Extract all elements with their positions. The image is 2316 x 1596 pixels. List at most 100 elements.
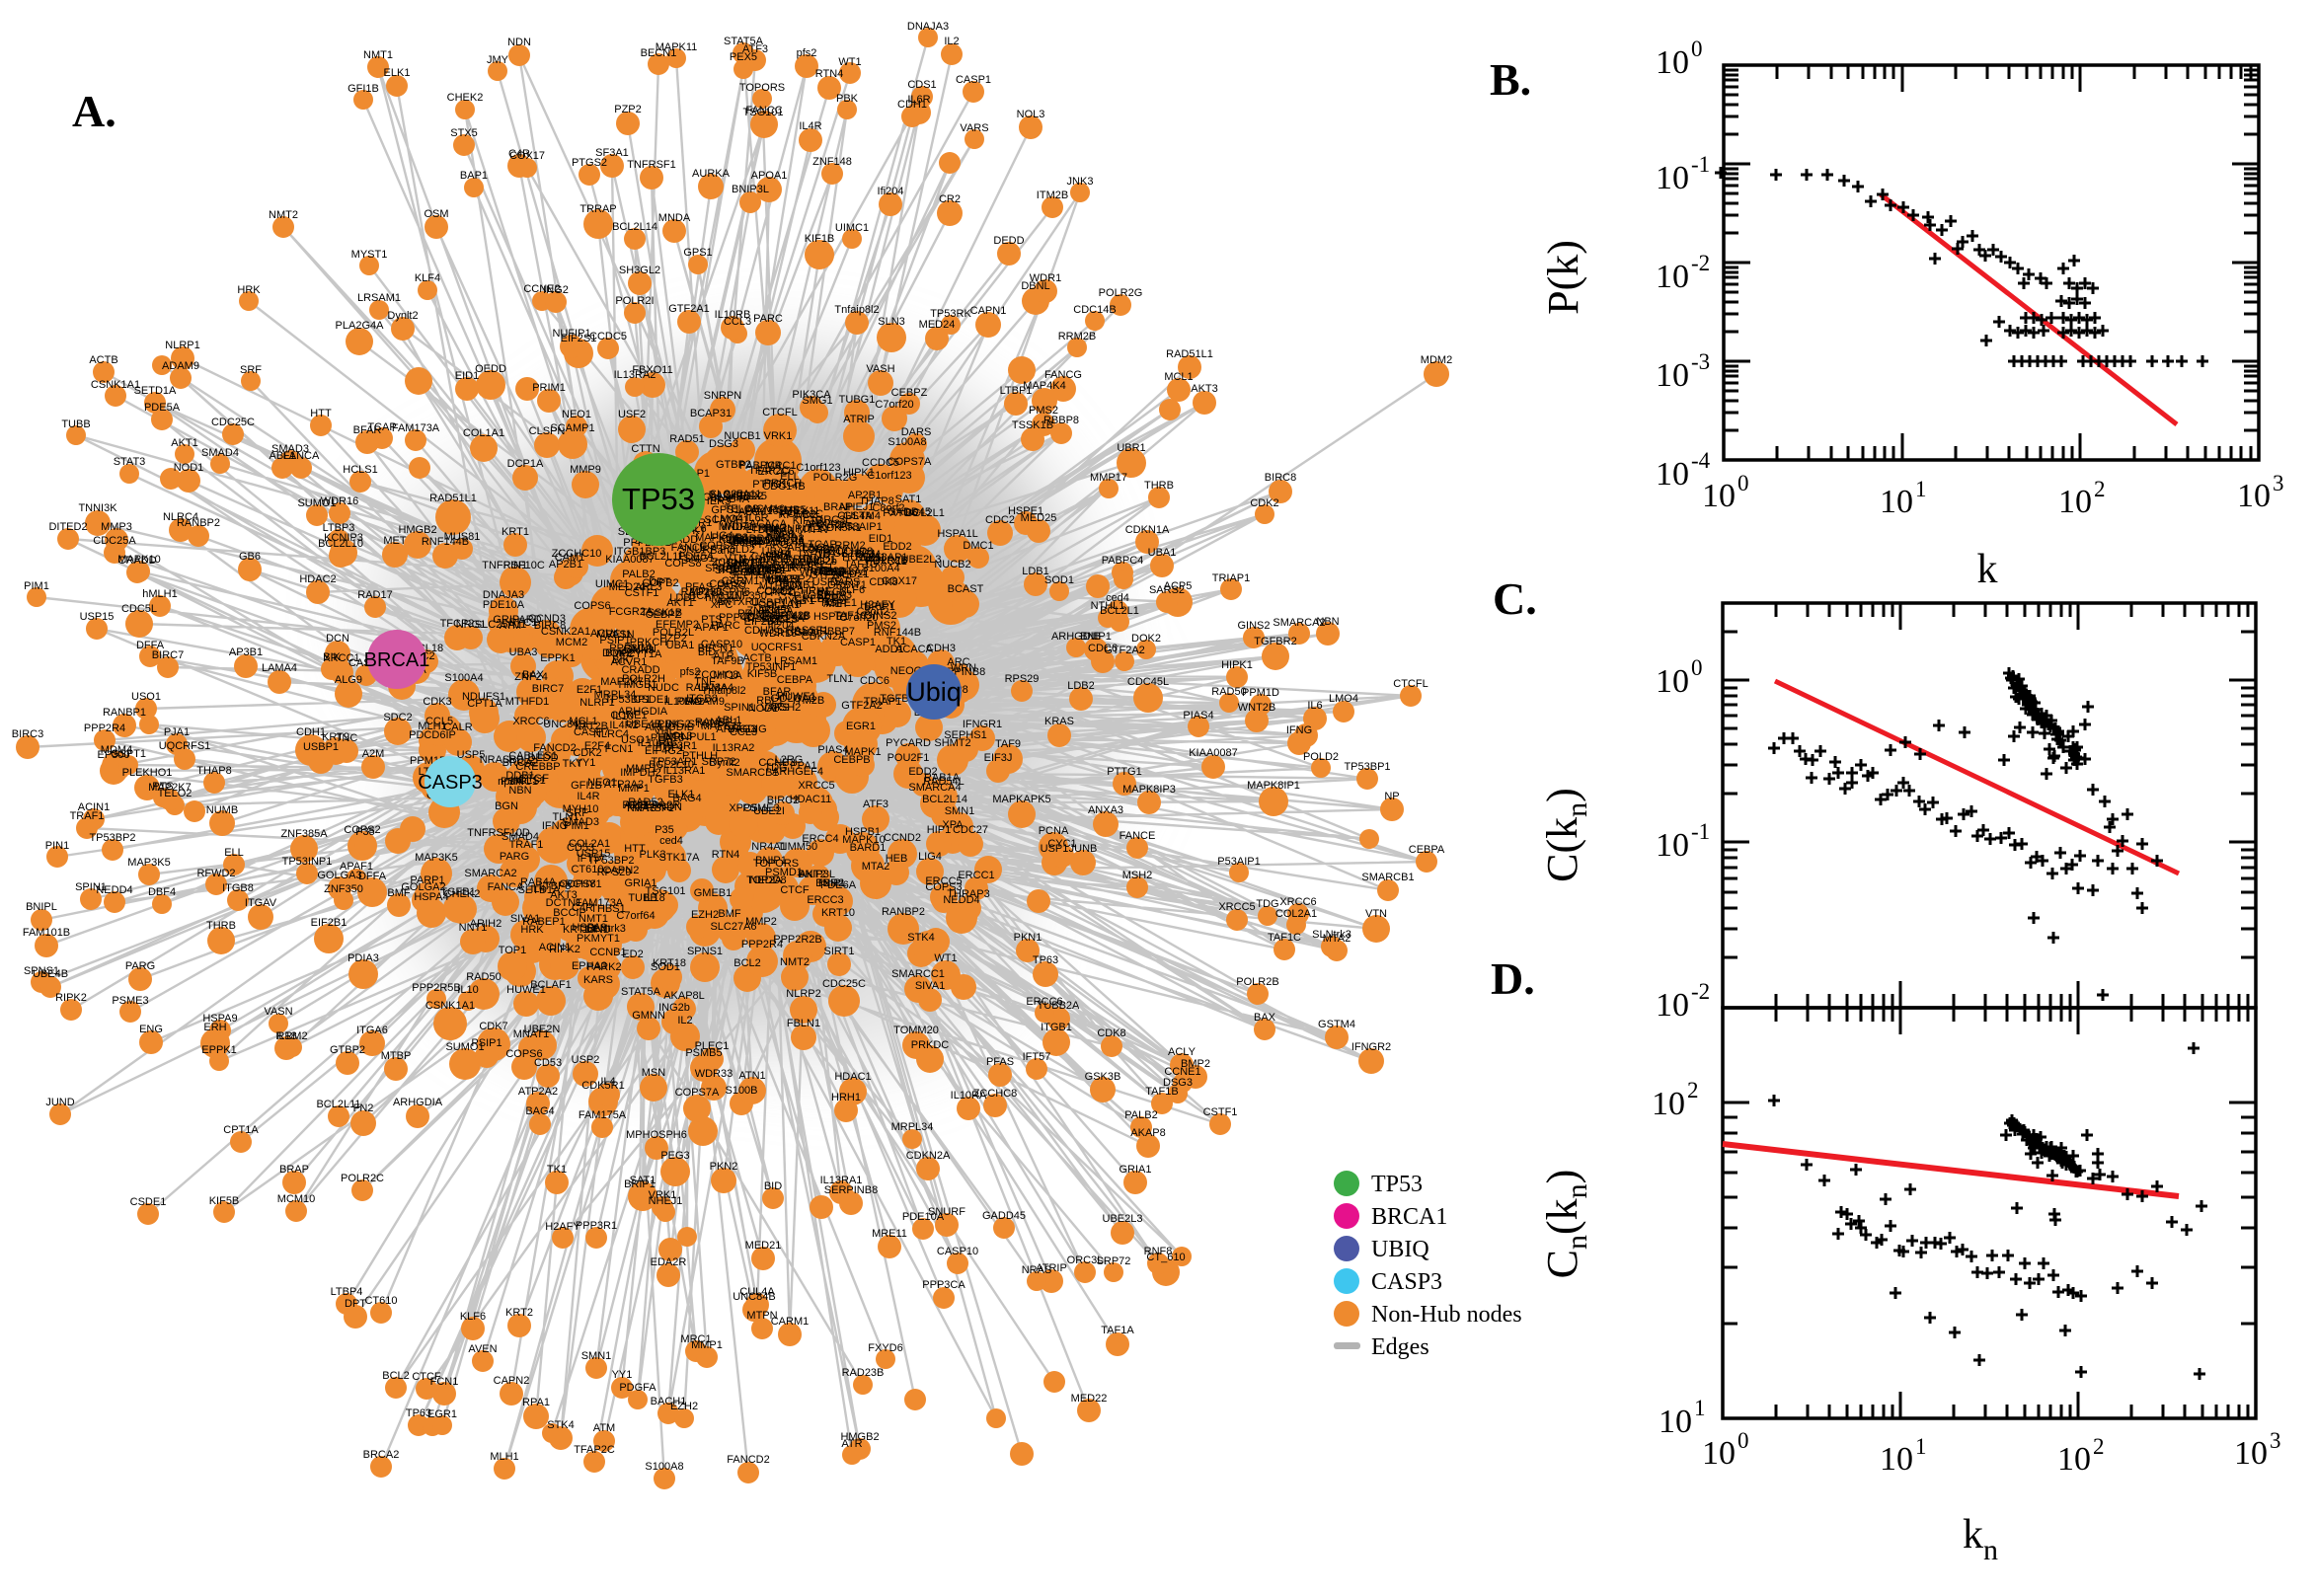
svg-text:DITED2: DITED2 (48, 521, 87, 533)
svg-text:CCND2: CCND2 (884, 832, 921, 844)
svg-text:DMC1: DMC1 (963, 540, 993, 552)
svg-text:MTHFD1: MTHFD1 (505, 696, 550, 708)
svg-text:PTTG1: PTTG1 (752, 479, 787, 491)
svg-text:TKT: TKT (563, 758, 583, 770)
svg-text:3: 3 (2270, 1428, 2281, 1453)
svg-text:UNC84B: UNC84B (733, 1291, 775, 1303)
svg-text:CDK8: CDK8 (869, 576, 897, 588)
svg-text:BRIP1: BRIP1 (624, 1178, 656, 1190)
svg-text:TP53AP1: TP53AP1 (861, 552, 907, 564)
svg-text:KIF1B: KIF1B (805, 233, 835, 245)
svg-text:ARC: ARC (947, 656, 969, 668)
svg-text:BRCA1: BRCA1 (1371, 1204, 1447, 1230)
svg-text:TP53RK: TP53RK (745, 613, 787, 625)
svg-text:CT610: CT610 (571, 864, 603, 875)
svg-text:C8orf2: C8orf2 (872, 502, 904, 514)
svg-text:HCLS1: HCLS1 (343, 464, 377, 476)
svg-text:MMP17: MMP17 (1090, 472, 1127, 484)
svg-text:NMT1: NMT1 (363, 49, 393, 61)
svg-text:JUND: JUND (45, 1097, 74, 1108)
svg-text:USBP1: USBP1 (303, 741, 339, 753)
svg-text:PPP2R4: PPP2R4 (741, 939, 783, 950)
svg-text:UQCRFS1: UQCRFS1 (159, 740, 211, 752)
svg-text:PABPC4: PABPC4 (739, 460, 782, 472)
svg-text:10: 10 (1656, 987, 1689, 1024)
svg-text:-1: -1 (1691, 819, 1710, 844)
svg-text:CDC25C: CDC25C (211, 417, 255, 428)
svg-text:LAMA4: LAMA4 (698, 682, 733, 694)
svg-text:BCL2L10: BCL2L10 (649, 759, 694, 771)
svg-text:SDC2: SDC2 (383, 712, 412, 723)
svg-text:TOMM20: TOMM20 (893, 1025, 939, 1036)
svg-text:PPP3CA: PPP3CA (922, 1279, 965, 1291)
svg-text:NDN: NDN (507, 37, 531, 48)
svg-text:MMP17: MMP17 (626, 763, 663, 775)
svg-text:POLR2C: POLR2C (780, 508, 823, 520)
svg-text:MRE11: MRE11 (872, 1228, 907, 1240)
svg-text:BARD1: BARD1 (850, 842, 887, 854)
svg-text:NDUFS1: NDUFS1 (462, 691, 505, 703)
svg-text:USP15: USP15 (577, 848, 611, 860)
svg-text:OSM: OSM (855, 549, 880, 561)
svg-text:FCGR2A: FCGR2A (609, 606, 654, 618)
svg-text:k: k (1977, 547, 1998, 592)
svg-text:BCL2L14: BCL2L14 (612, 221, 657, 233)
svg-text:FAM101B: FAM101B (744, 505, 792, 517)
svg-text:GOLGA3: GOLGA3 (770, 693, 814, 705)
svg-text:BMP2: BMP2 (605, 647, 635, 659)
svg-text:P35: P35 (655, 824, 674, 836)
svg-text:PEX5: PEX5 (739, 491, 767, 502)
svg-text:DARS: DARS (830, 576, 861, 588)
svg-text:UBE4B: UBE4B (626, 719, 661, 730)
svg-text:PDE10A: PDE10A (483, 599, 525, 611)
svg-text:ADAM9: ADAM9 (162, 360, 199, 372)
svg-text:HDAC11: HDAC11 (790, 794, 832, 805)
svg-text:PPP2R2B: PPP2R2B (773, 934, 822, 946)
svg-text:DOK2: DOK2 (602, 647, 632, 659)
svg-text:ENG: ENG (139, 1024, 163, 1035)
svg-text:CR2: CR2 (767, 575, 789, 587)
svg-text:RRM2: RRM2 (834, 540, 865, 552)
svg-text:EPHA3: EPHA3 (751, 522, 787, 534)
svg-text:ELK1: ELK1 (384, 67, 411, 79)
svg-text:CCL5: CCL5 (770, 614, 798, 626)
svg-text:BNIP3L: BNIP3L (798, 869, 835, 880)
svg-text:PARC: PARC (711, 620, 740, 632)
svg-text:ced4: ced4 (659, 835, 683, 847)
svg-text:POLR2B: POLR2B (1236, 976, 1278, 988)
svg-text:ITM2B: ITM2B (793, 695, 824, 707)
svg-text:SNRPN: SNRPN (704, 390, 742, 402)
svg-text:VARS: VARS (760, 702, 789, 714)
svg-text:ATP2A2: ATP2A2 (604, 779, 644, 791)
svg-text:PZP2: PZP2 (614, 104, 642, 115)
svg-text:CDK3: CDK3 (423, 696, 451, 708)
svg-text:HNRNPUL1: HNRNPUL1 (763, 523, 821, 535)
svg-text:ced4: ced4 (1106, 592, 1129, 604)
svg-text:PSIP1: PSIP1 (471, 1037, 502, 1049)
svg-text:TP53BP2: TP53BP2 (89, 832, 135, 844)
svg-text:TGFBR2: TGFBR2 (1254, 636, 1296, 647)
svg-text:POLD2: POLD2 (720, 544, 755, 556)
svg-text:ZNF350: ZNF350 (324, 883, 363, 895)
svg-text:EGR1: EGR1 (846, 721, 876, 732)
svg-text:TOPORS: TOPORS (739, 82, 785, 94)
svg-text:GSTM4: GSTM4 (1318, 1019, 1355, 1030)
svg-text:RTN4: RTN4 (815, 68, 844, 80)
svg-text:UBA3: UBA3 (765, 525, 794, 537)
svg-text:VASH: VASH (866, 363, 894, 375)
svg-text:Ifi204: Ifi204 (768, 620, 795, 632)
svg-text:FANCA: FANCA (488, 881, 524, 893)
svg-text:ATRIP: ATRIP (843, 414, 875, 425)
svg-text:RANBP2: RANBP2 (177, 517, 220, 529)
svg-text:SIVA1: SIVA1 (915, 980, 945, 992)
svg-text:GADD45: GADD45 (982, 1210, 1026, 1222)
svg-text:RANBP2: RANBP2 (882, 906, 925, 918)
svg-text:CDC6: CDC6 (860, 675, 889, 687)
svg-text:COPS8: COPS8 (559, 878, 595, 890)
svg-text:PPP3R1: PPP3R1 (576, 1220, 617, 1232)
svg-text:RIPK2: RIPK2 (55, 992, 87, 1004)
svg-text:TCAP: TCAP (808, 539, 836, 551)
svg-text:ERCC3: ERCC3 (807, 894, 843, 906)
svg-text:MRPL34: MRPL34 (891, 1121, 934, 1133)
svg-text:NOL3: NOL3 (664, 730, 693, 742)
